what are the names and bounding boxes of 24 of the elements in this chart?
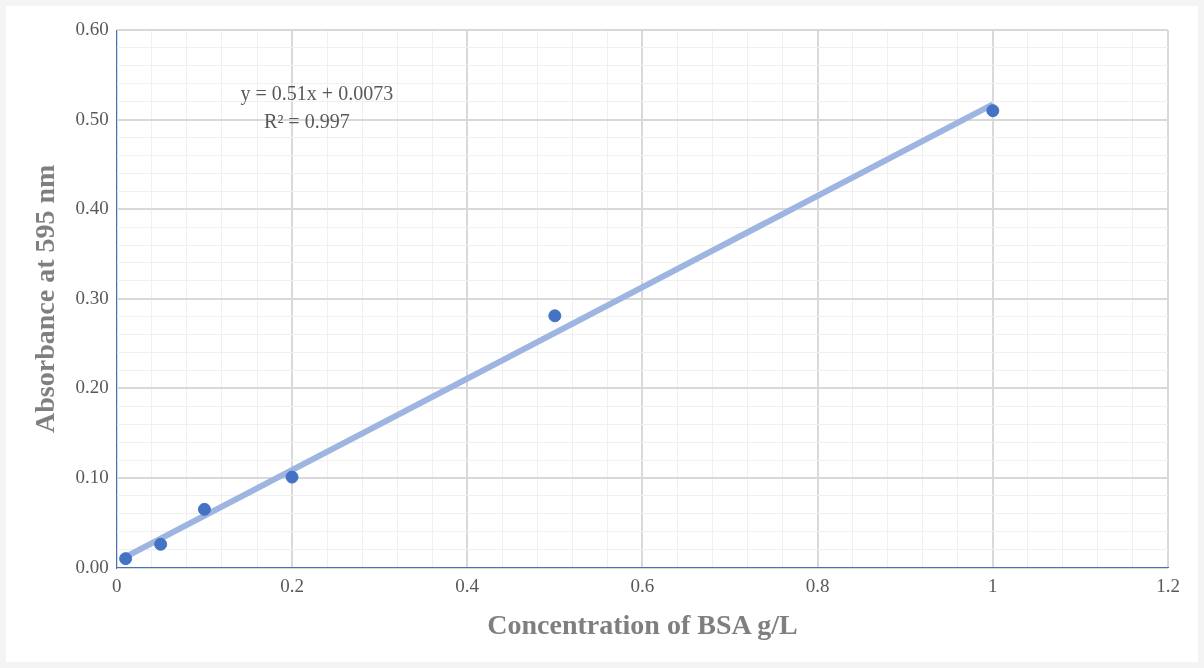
x-tick-label: 1: [988, 574, 998, 596]
y-tick-label: 0.20: [75, 376, 109, 398]
point: [154, 537, 168, 551]
annotation: R² = 0.997: [264, 110, 350, 132]
x-tick-label: 1.2: [1156, 574, 1180, 596]
x-tick-label: 0: [112, 574, 122, 596]
y-tick-label: 0.40: [75, 197, 109, 219]
y-tick-label: 0.00: [75, 555, 109, 577]
x-axis-title: Concentration of BSA g/L: [487, 609, 798, 641]
x-tick-label: 0.6: [630, 574, 655, 596]
point: [285, 470, 299, 484]
x-tick-label: 0.2: [280, 574, 304, 596]
y-tick-label: 0.60: [75, 17, 109, 39]
annotation: y = 0.51x + 0.0073: [240, 82, 394, 105]
point: [548, 309, 562, 323]
x-tick-label: 0.4: [455, 574, 480, 596]
y-tick-label: 0.50: [75, 107, 109, 129]
point: [197, 502, 211, 516]
x-tick-label: 0.8: [805, 574, 830, 596]
y-axis-title: Absorbance at 595 nm: [29, 164, 61, 433]
point: [119, 552, 133, 566]
y-tick-label: 0.10: [75, 465, 109, 487]
point: [986, 104, 1000, 118]
y-tick-label: 0.30: [75, 286, 109, 308]
